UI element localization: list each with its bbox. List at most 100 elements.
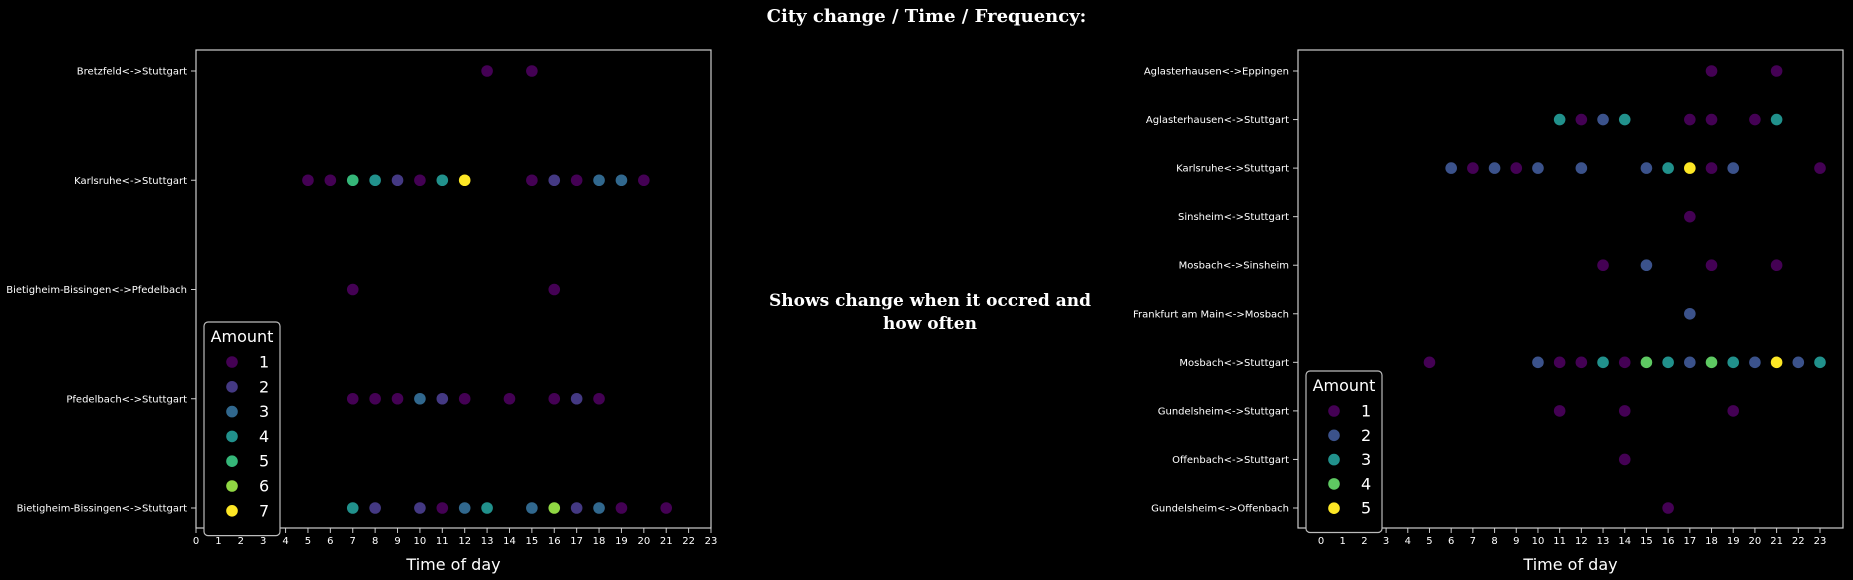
x-tick-label: 0	[1318, 536, 1324, 547]
x-tick-label: 21	[660, 536, 673, 547]
legend-marker-4	[1328, 478, 1340, 490]
legend-marker-2	[226, 381, 238, 393]
data-point-pfedelbach-stuttgart-h12	[458, 392, 471, 405]
x-tick-label: 3	[260, 536, 266, 547]
data-point-mosbach-stuttgart-h17	[1684, 356, 1696, 369]
data-point-pfedelbach-stuttgart-h9	[391, 392, 404, 405]
data-point-mosbach-sinsheim-h13	[1597, 259, 1609, 272]
y-tick-label-gundelsheim-offenbach: Gundelsheim<->Offenbach	[1151, 504, 1289, 515]
y-tick-label-karlsruhe-stuttgart: Karlsruhe<->Stuttgart	[1176, 164, 1289, 175]
x-tick-label: 8	[372, 536, 378, 547]
data-point-bretzfeld-stuttgart-h15	[526, 65, 538, 77]
legend-box	[203, 321, 281, 537]
x-tick-label: 15	[526, 536, 539, 547]
data-point-mosbach-stuttgart-h22	[1792, 356, 1805, 369]
x-tick-label: 1	[1340, 536, 1346, 547]
legend-label-1: 1	[1361, 402, 1371, 421]
x-tick-label: 20	[637, 536, 650, 547]
legend-label-2: 2	[259, 377, 269, 396]
y-tick-label-bietigheim-bissingen-pfedelbach: Bietigheim-Bissingen<->Pfedelbach	[6, 285, 187, 296]
x-tick-label: 17	[1683, 536, 1696, 547]
x-tick-label: 22	[682, 536, 695, 547]
legend-marker-2	[1328, 429, 1340, 442]
x-tick-label: 4	[282, 536, 288, 547]
x-tick-label: 14	[503, 536, 516, 547]
data-point-karlsruhe-stuttgart-h19	[615, 174, 628, 187]
data-point-pfedelbach-stuttgart-h17	[570, 392, 583, 405]
y-tick-label-karlsruhe-stuttgart: Karlsruhe<->Stuttgart	[74, 176, 187, 187]
legend-marker-4	[226, 430, 238, 443]
y-tick-label-sinsheim-stuttgart: Sinsheim<->Stuttgart	[1178, 212, 1289, 223]
center-annotation: Shows change when it occred and how ofte…	[768, 291, 1091, 334]
data-point-mosbach-stuttgart-h13	[1597, 356, 1609, 369]
legend-label-6: 6	[259, 477, 269, 496]
data-point-aglasterhausen-stuttgart-h11	[1553, 113, 1566, 126]
data-point-bietigheim-bissingen-stuttgart-h18	[593, 502, 605, 514]
data-point-aglasterhausen-stuttgart-h13	[1597, 113, 1609, 126]
data-point-aglasterhausen-stuttgart-h20	[1749, 113, 1761, 126]
x-tick-label: 11	[1553, 536, 1566, 547]
x-tick-label: 15	[1640, 536, 1653, 547]
x-axis-label: Time of day	[1522, 555, 1617, 574]
legend-marker-5	[1328, 502, 1340, 514]
legend-box	[1305, 370, 1383, 534]
data-point-mosbach-stuttgart-h14	[1618, 356, 1631, 369]
data-point-bietigheim-bissingen-stuttgart-h10	[414, 502, 426, 514]
data-point-karlsruhe-stuttgart-h12	[458, 174, 471, 187]
data-point-pfedelbach-stuttgart-h10	[414, 392, 426, 405]
x-tick-label: 2	[1361, 536, 1367, 547]
x-tick-label: 14	[1618, 536, 1631, 547]
x-tick-label: 20	[1749, 536, 1762, 547]
data-point-bietigheim-bissingen-pfedelbach-h7	[346, 283, 359, 296]
data-point-gundelsheim-stuttgart-h11	[1553, 405, 1566, 417]
legend-label-2: 2	[1361, 426, 1371, 445]
data-point-karlsruhe-stuttgart-h9	[391, 174, 404, 187]
x-tick-label: 7	[1470, 536, 1476, 547]
x-tick-label: 19	[615, 536, 628, 547]
data-point-karlsruhe-stuttgart-h10	[414, 174, 426, 187]
y-tick-label-bretzfeld-stuttgart: Bretzfeld<->Stuttgart	[77, 67, 187, 78]
x-tick-label: 7	[350, 536, 356, 547]
data-point-frankfurt-am-main-mosbach-h17	[1684, 307, 1696, 320]
x-tick-label: 0	[193, 536, 199, 547]
data-point-pfedelbach-stuttgart-h14	[503, 392, 516, 405]
data-point-mosbach-stuttgart-h23	[1814, 356, 1826, 369]
data-point-karlsruhe-stuttgart-h20	[638, 174, 650, 187]
y-tick-label-offenbach-stuttgart: Offenbach<->Stuttgart	[1172, 455, 1289, 466]
y-tick-label-mosbach-sinsheim: Mosbach<->Sinsheim	[1179, 261, 1289, 272]
legend-label-3: 3	[1361, 450, 1371, 469]
x-tick-label: 21	[1770, 536, 1783, 547]
legend-marker-1	[1328, 405, 1340, 417]
x-tick-label: 17	[570, 536, 583, 547]
data-point-karlsruhe-stuttgart-h17	[1684, 162, 1696, 174]
data-point-bietigheim-bissingen-pfedelbach-h16	[548, 283, 561, 296]
x-tick-label: 13	[1597, 536, 1610, 547]
x-tick-label: 2	[238, 536, 244, 547]
x-tick-label: 3	[1383, 536, 1389, 547]
data-point-bietigheim-bissingen-stuttgart-h15	[526, 502, 538, 514]
chart-group: 0 1 2 3 4 5 6 7 8 9 10 11 12 13 14 15 16 17 18 19 20 21 22 23Ti…	[6, 49, 717, 574]
legend-title: Amount	[1313, 376, 1376, 395]
data-point-aglasterhausen-stuttgart-h18	[1705, 113, 1718, 126]
x-tick-label: 9	[394, 536, 400, 547]
y-tick-label-mosbach-stuttgart: Mosbach<->Stuttgart	[1179, 358, 1289, 369]
x-tick-label: 18	[593, 536, 606, 547]
data-point-mosbach-sinsheim-h21	[1770, 259, 1783, 272]
legend-marker-1	[226, 356, 238, 368]
data-point-mosbach-stuttgart-h18	[1705, 356, 1718, 369]
data-point-karlsruhe-stuttgart-h6	[324, 174, 337, 187]
x-tick-label: 9	[1513, 536, 1519, 547]
data-point-karlsruhe-stuttgart-h15	[1640, 162, 1653, 174]
legend-label-5: 5	[259, 452, 269, 471]
data-point-karlsruhe-stuttgart-h23	[1814, 162, 1826, 174]
data-point-bietigheim-bissingen-stuttgart-h12	[458, 502, 471, 514]
y-tick-label-pfedelbach-stuttgart: Pfedelbach<->Stuttgart	[66, 394, 187, 405]
y-tick-label-frankfurt-am-main-mosbach: Frankfurt am Main<->Mosbach	[1133, 309, 1289, 320]
data-point-bretzfeld-stuttgart-h13	[481, 65, 493, 77]
x-tick-label: 6	[327, 536, 333, 547]
x-tick-label: 23	[1814, 536, 1827, 547]
legend-marker-6	[226, 480, 238, 492]
x-tick-label: 10	[414, 536, 427, 547]
y-tick-label-bietigheim-bissingen-stuttgart: Bietigheim-Bissingen<->Stuttgart	[17, 504, 188, 515]
